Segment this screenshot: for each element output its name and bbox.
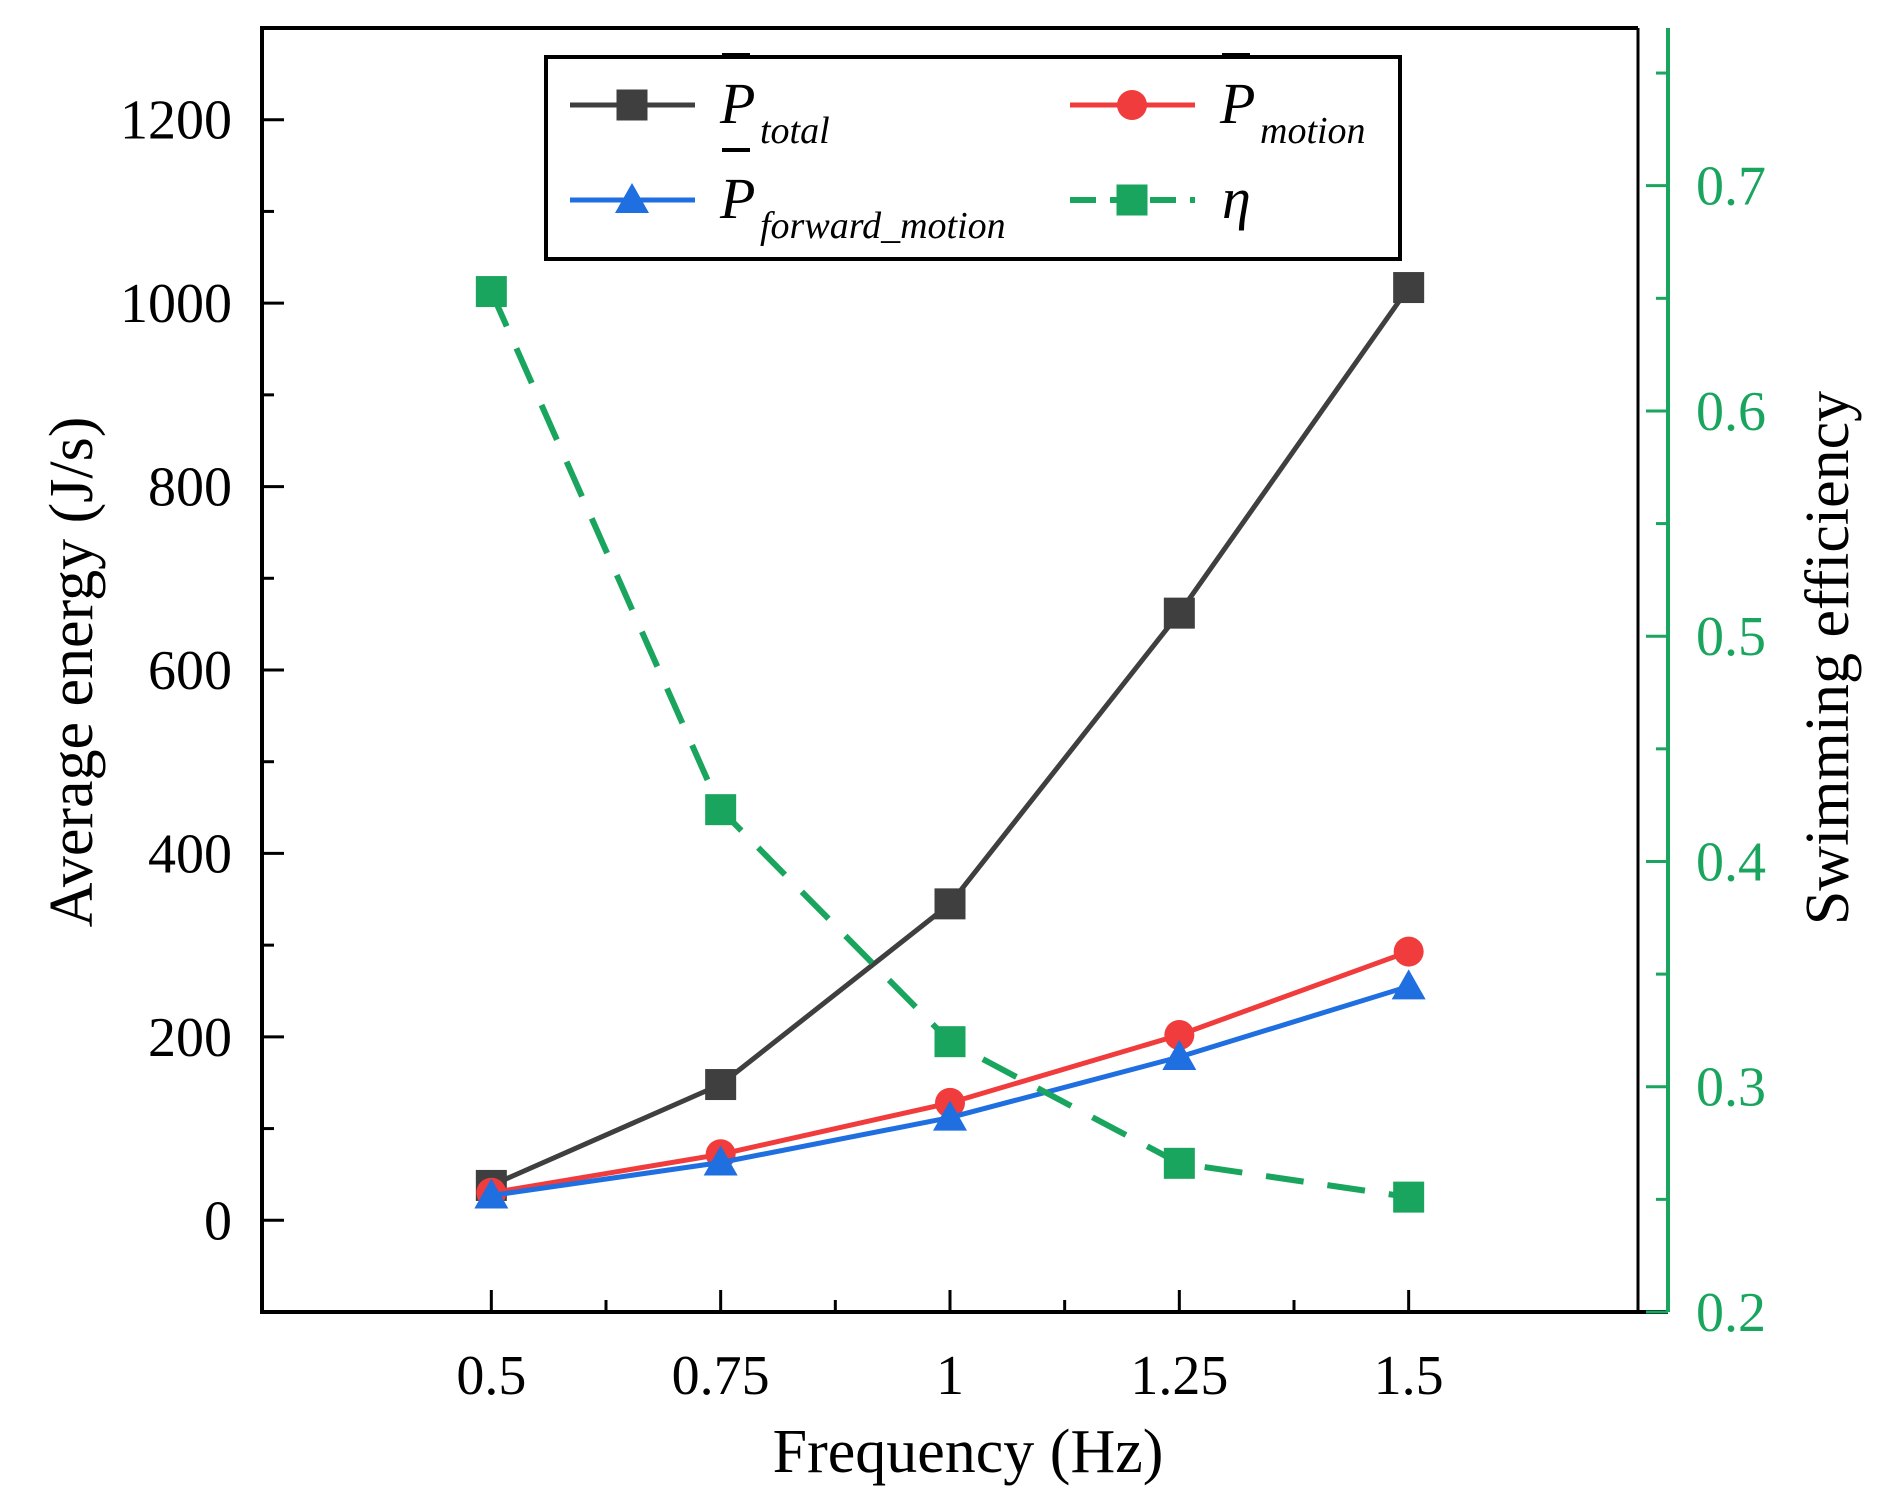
data-point-eta [934, 1026, 966, 1058]
y-right-tick-label: 0.4 [1696, 831, 1766, 893]
legend-subscript-P_motion: motion [1260, 110, 1366, 152]
legend-marker-P_motion [1117, 90, 1147, 120]
legend-marker-P_total [616, 89, 648, 121]
y-right-tick-label: 0.3 [1696, 1057, 1766, 1119]
data-point-eta [475, 276, 507, 308]
y-axis-title: Average energy (J/s) [38, 417, 106, 928]
data-point-eta [705, 794, 737, 826]
y-tick-label: 200 [148, 1007, 232, 1069]
series-layer [474, 272, 1426, 1213]
x-tick-label: 0.5 [456, 1345, 526, 1407]
legend-subscript-P_forward_motion: forward_motion [760, 205, 1006, 247]
data-point-P_forward_motion [1391, 969, 1426, 1000]
y-right-tick-label: 0.2 [1696, 1282, 1766, 1344]
legend-symbol-P_total: P [719, 71, 755, 136]
x-tick-label: 0.75 [672, 1345, 770, 1407]
data-point-P_forward_motion [933, 1100, 967, 1131]
x-axis-title: Frequency (Hz) [773, 1418, 1164, 1486]
data-point-P_forward_motion [474, 1178, 509, 1209]
y-right-tick-label: 0.7 [1696, 156, 1766, 218]
y-right-tick-label: 0.6 [1696, 381, 1766, 443]
x-tick-label: 1 [936, 1345, 964, 1407]
y-right-axis-title: Swimming efficiency [1794, 391, 1862, 925]
y-tick-label: 600 [148, 640, 232, 702]
y-tick-label: 800 [148, 457, 232, 519]
data-point-P_total [705, 1069, 737, 1101]
axes: 0 200 400 600 800 1000 1200 0.5 0.75 1 1.25 1.5 0.2 0… [38, 26, 1862, 1486]
y-tick-label: 1000 [120, 273, 232, 335]
data-point-P_forward_motion [1162, 1040, 1197, 1071]
x-tick-label: 1.5 [1374, 1345, 1444, 1407]
data-point-eta [1163, 1147, 1195, 1179]
legend-symbol-eta: η [1222, 166, 1251, 231]
data-point-P_total [934, 888, 966, 920]
data-point-P_total [1163, 597, 1195, 629]
legend-marker-P_forward_motion [615, 183, 649, 213]
x-tick-label: 1.25 [1130, 1345, 1228, 1407]
y-tick-label: 0 [204, 1190, 232, 1252]
y-tick-label: 1200 [120, 90, 232, 152]
legend-box [544, 55, 1402, 261]
data-point-P_motion [1393, 936, 1424, 967]
legend-symbol-P_motion: P [1219, 71, 1255, 136]
legend-marker-eta [1116, 184, 1148, 216]
data-point-P_total [1393, 272, 1425, 304]
data-point-eta [1393, 1181, 1425, 1213]
data-point-P_motion [1164, 1020, 1195, 1051]
legend-symbol-P_forward_motion: P [719, 166, 755, 231]
y-right-tick-label: 0.5 [1696, 606, 1766, 668]
legend-subscript-P_total: total [760, 110, 830, 152]
y-tick-label: 400 [148, 823, 232, 885]
data-point-P_forward_motion [703, 1145, 738, 1176]
